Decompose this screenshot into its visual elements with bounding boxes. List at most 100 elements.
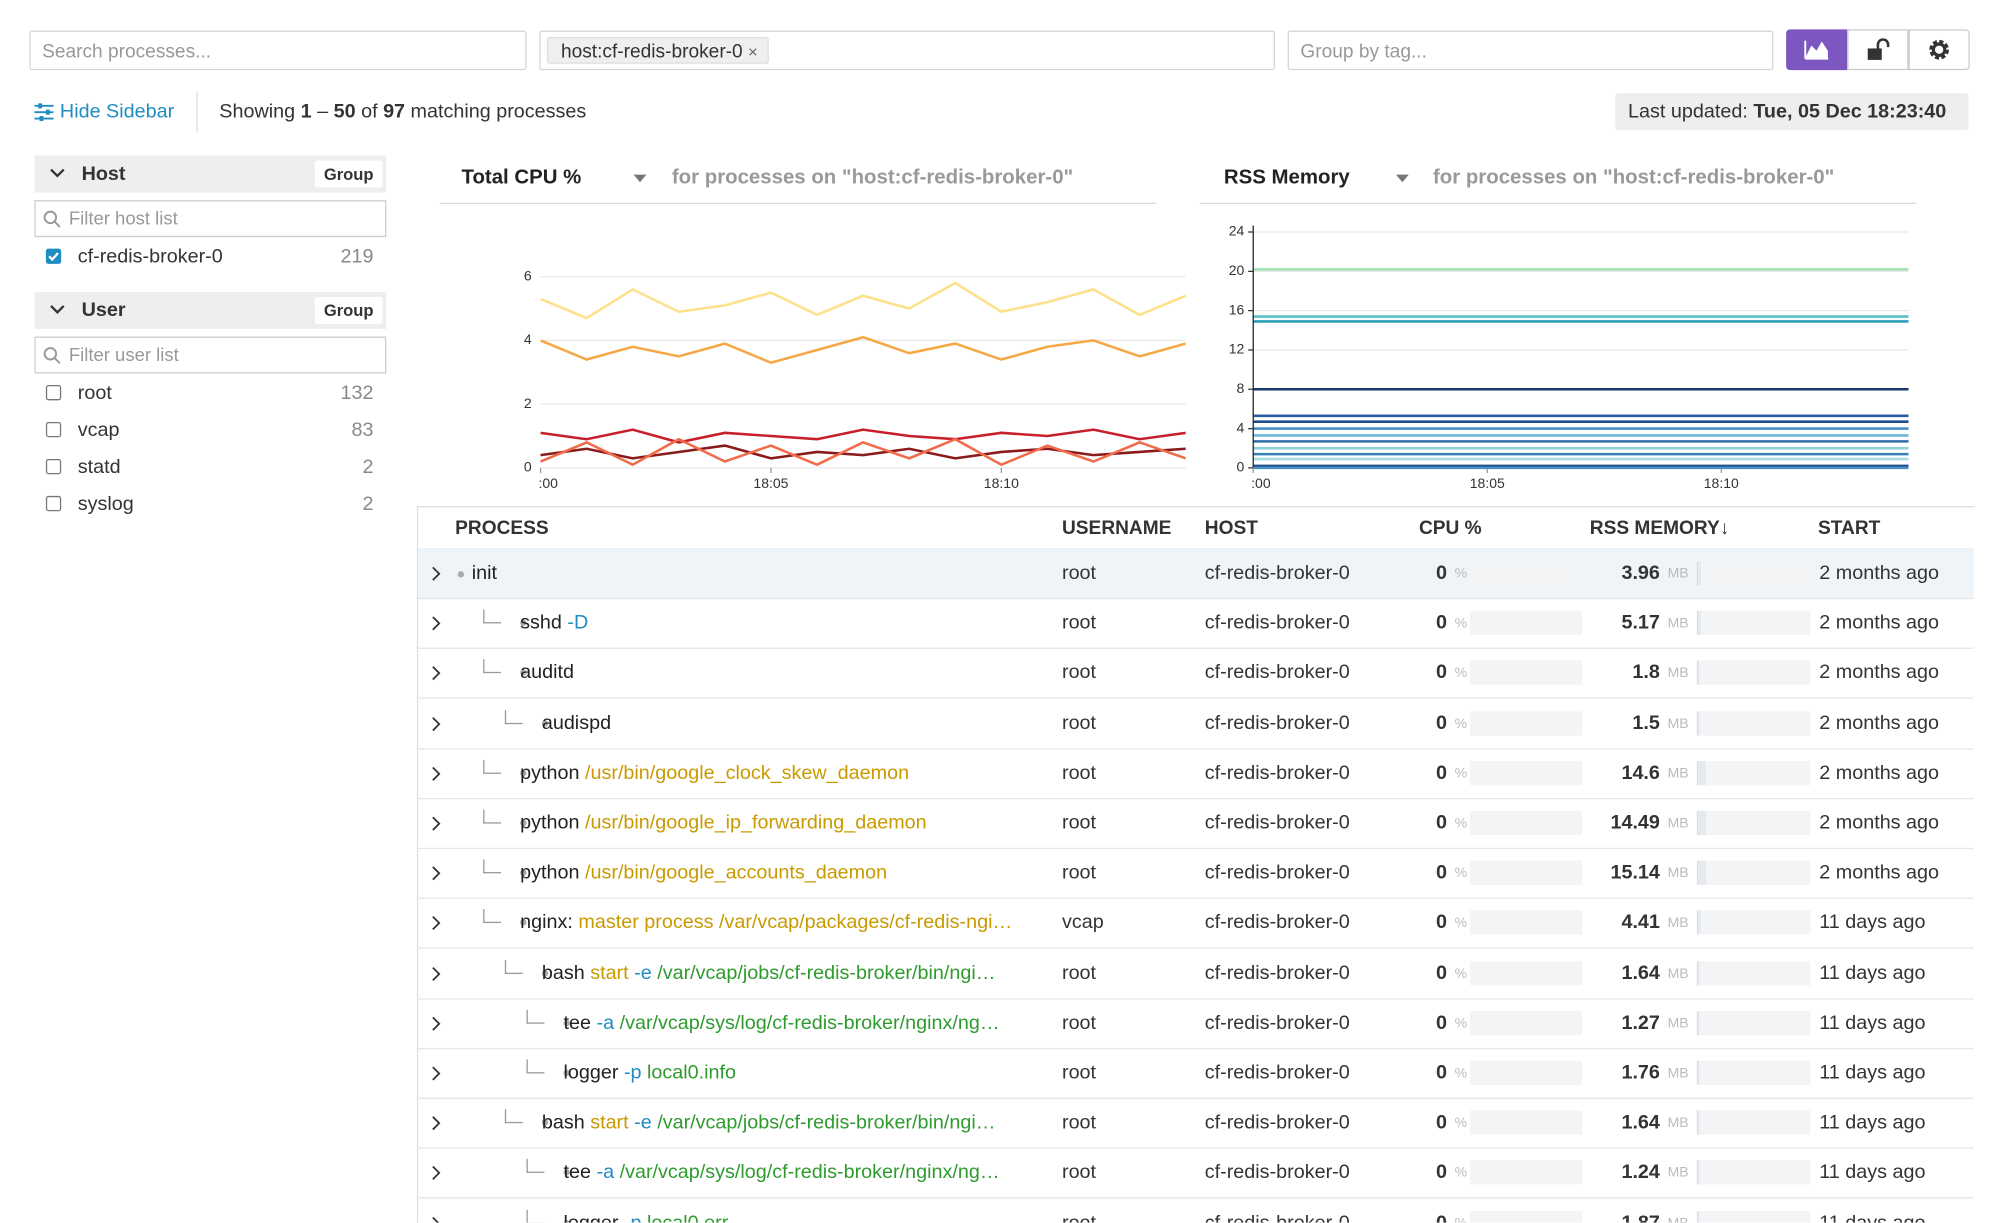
mem-bar [1698, 711, 1699, 735]
start: 2 months ago [1819, 762, 1939, 785]
column-header[interactable]: PROCESS [455, 518, 549, 540]
showing: Showing 1 – 50 of 97 matching processes [219, 101, 586, 124]
expand-icon[interactable] [431, 666, 441, 681]
mem-bar [1698, 1211, 1699, 1223]
settings[interactable] [1909, 29, 1970, 70]
chevron [433, 1017, 439, 1030]
sort-indicator: ↓ [1720, 518, 1730, 540]
facet-item[interactable]: statd2 [34, 455, 373, 483]
table-row[interactable]: python /usr/bin/google_accounts_daemonro… [418, 848, 1973, 899]
chart-title[interactable]: Total CPU % [462, 167, 582, 190]
table-row[interactable]: auditdrootcf-redis-broker-00%1.8MB2 mont… [418, 648, 1973, 699]
expand-icon[interactable] [431, 1016, 441, 1031]
expand-icon[interactable] [431, 1166, 441, 1181]
cpu-value: 0 [1436, 662, 1447, 685]
process-cell: python /usr/bin/google_clock_skew_daemon [520, 762, 909, 785]
chevron [433, 567, 439, 580]
process-name: logger [564, 1212, 619, 1223]
mem-value: 4.41 [1621, 912, 1659, 935]
start: 11 days ago [1819, 1112, 1925, 1135]
column-header[interactable]: USERNAME [1062, 518, 1171, 540]
expand-icon[interactable] [431, 1066, 441, 1081]
lock-toggle[interactable] [1847, 29, 1908, 70]
expand-icon[interactable] [431, 766, 441, 781]
facet-header[interactable]: UserGroup [34, 292, 386, 329]
mem-unit: MB [1668, 866, 1689, 881]
expand-icon[interactable] [431, 616, 441, 631]
checkbox[interactable] [46, 422, 61, 437]
filter-tag[interactable]: host:cf-redis-broker-0 × [547, 37, 769, 64]
expand-icon[interactable] [431, 566, 441, 581]
chart-title[interactable]: RSS Memory [1224, 167, 1350, 190]
showing-label: Showing [219, 101, 295, 123]
facet-item-count: 2 [363, 493, 374, 516]
table-row[interactable]: python /usr/bin/google_ip_forwarding_dae… [418, 798, 1973, 849]
expand-icon[interactable] [431, 966, 441, 981]
filter-remove[interactable]: × [748, 42, 758, 61]
graph-toggle[interactable] [1786, 29, 1847, 70]
cpu-unit: % [1455, 966, 1467, 981]
facet-item[interactable]: cf-redis-broker-0219 [34, 245, 373, 273]
expand-icon[interactable] [431, 816, 441, 831]
table-row[interactable]: logger -p local0.inforootcf-redis-broker… [418, 1048, 1973, 1099]
range-sep: – [317, 101, 328, 123]
process-name: logger [564, 1062, 619, 1084]
start: 11 days ago [1819, 1212, 1925, 1223]
table-row[interactable]: nginx: master process /var/vcap/packages… [418, 898, 1973, 949]
facet-item[interactable]: vcap83 [34, 418, 373, 446]
column-header[interactable]: CPU % [1419, 518, 1482, 540]
tree-connector [527, 1209, 545, 1222]
process-name: bash [542, 1112, 585, 1134]
group-button[interactable]: Group [315, 161, 383, 188]
facet-filter[interactable]: Filter host list [34, 200, 386, 237]
table-row[interactable]: sshd -Drootcf-redis-broker-00%5.17MB2 mo… [418, 598, 1973, 649]
tree-connector [483, 860, 501, 874]
column-header[interactable]: RSS MEMORY↓ [1590, 518, 1730, 540]
column-header[interactable]: HOST [1205, 518, 1258, 540]
facet-filter[interactable]: Filter user list [34, 337, 386, 374]
x-tick-label: :00 [538, 475, 558, 491]
facet-item[interactable]: syslog2 [34, 492, 373, 520]
table-row[interactable]: tee -a /var/vcap/sys/log/cf-redis-broker… [418, 998, 1973, 1049]
table-row[interactable]: tee -a /var/vcap/sys/log/cf-redis-broker… [418, 1148, 1973, 1199]
search-box[interactable]: Search processes... [29, 31, 526, 71]
start: 2 months ago [1819, 562, 1939, 585]
hide-sidebar[interactable]: Hide Sidebar [34, 101, 174, 124]
process-arg: /var/vcap/jobs/cf-redis-broker/bin/ngi… [657, 1112, 995, 1134]
expand-icon[interactable] [431, 1116, 441, 1131]
series-line [541, 446, 1186, 459]
process-arg: -p [624, 1212, 642, 1223]
facet-title: Host [82, 163, 126, 186]
checkbox[interactable] [46, 496, 61, 511]
column-header[interactable]: START [1818, 518, 1880, 540]
group-box[interactable]: Group by tag... [1288, 31, 1774, 71]
group-button[interactable]: Group [315, 297, 383, 324]
host: cf-redis-broker-0 [1205, 662, 1350, 685]
expand-icon[interactable] [431, 716, 441, 731]
table-row[interactable]: logger -p local0.errrootcf-redis-broker-… [418, 1198, 1973, 1223]
hide-sidebar-text: Hide Sidebar [60, 101, 174, 124]
mem-unit: MB [1668, 566, 1689, 581]
table-row[interactable]: audispdrootcf-redis-broker-00%1.5MB2 mon… [418, 698, 1973, 749]
process-cell: bash start -e /var/vcap/jobs/cf-redis-br… [542, 1112, 996, 1135]
chart-subtitle: for processes on "host:cf-redis-broker-0… [672, 167, 1073, 190]
facet-item-name: vcap [78, 419, 120, 442]
checkbox[interactable] [46, 385, 61, 400]
table-row[interactable]: bash start -e /var/vcap/jobs/cf-redis-br… [418, 1098, 1973, 1149]
host: cf-redis-broker-0 [1205, 1212, 1350, 1223]
expand-icon[interactable] [431, 916, 441, 931]
last-updated-label: Last updated: [1628, 101, 1748, 123]
checkbox[interactable] [46, 459, 61, 474]
table-row[interactable]: bash start -e /var/vcap/jobs/cf-redis-br… [418, 948, 1973, 999]
expand-icon[interactable] [431, 866, 441, 881]
tree-connector [483, 660, 501, 674]
facet-header[interactable]: Host Group [34, 156, 386, 193]
filter-box[interactable]: host:cf-redis-broker-0 × [539, 31, 1275, 71]
table-row[interactable]: python /usr/bin/google_clock_skew_daemon… [418, 748, 1973, 799]
start: 2 months ago [1819, 812, 1939, 835]
mem-unit: MB [1668, 716, 1689, 731]
chart-header: Total CPU % for processes on "host:cf-red… [440, 161, 1156, 204]
check-icon [46, 249, 61, 264]
table-row[interactable]: initrootcf-redis-broker-00%3.96MB2 month… [418, 548, 1973, 599]
facet-item[interactable]: root132 [34, 381, 373, 409]
